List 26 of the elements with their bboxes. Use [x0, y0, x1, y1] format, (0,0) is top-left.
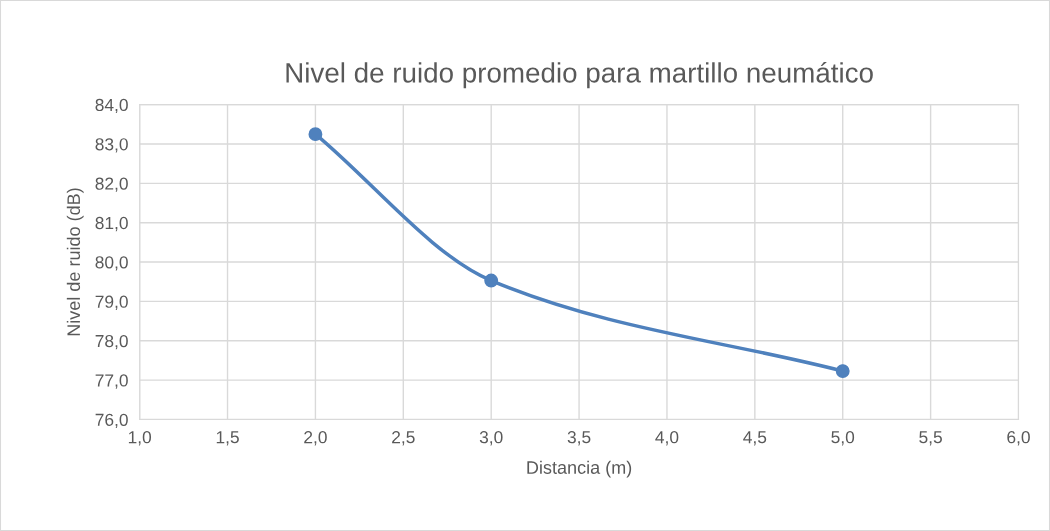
y-tick-label: 79,0 — [95, 295, 128, 310]
x-tick-label: 6,0 — [1007, 431, 1030, 446]
y-axis-title: Nivel de ruido (dB) — [66, 188, 84, 336]
y-tick-label: 81,0 — [95, 216, 128, 232]
point — [308, 127, 323, 142]
chart-title: Nivel de ruido promedio para martillo neumático — [286, 61, 873, 89]
x-tick-label: 3,0 — [479, 431, 503, 446]
x-tick-label: 2,0 — [304, 431, 327, 446]
x-tick-label: 1,0 — [128, 431, 152, 446]
y-tick-label: 80,0 — [95, 256, 128, 271]
y-tick-label: 77,0 — [95, 374, 128, 389]
x-axis-title: Distancia (m) — [527, 460, 632, 478]
x-tick-label: 1,5 — [216, 431, 239, 446]
y-tick-label: 84,0 — [95, 98, 128, 114]
x-tick-label: 4,0 — [655, 431, 679, 446]
point — [835, 364, 850, 379]
x-tick-label: 2,5 — [392, 431, 415, 446]
point — [484, 273, 499, 288]
x-tick-label: 5,5 — [919, 431, 942, 446]
y-tick-label: 82,0 — [95, 177, 128, 192]
x-tick-label: 4,5 — [743, 431, 767, 446]
y-tick-label: 78,0 — [95, 334, 128, 350]
y-tick-label: 76,0 — [95, 413, 128, 428]
x-tick-label: 3,5 — [567, 431, 591, 446]
x-tick-label: 5,0 — [831, 431, 855, 446]
y-tick-label: 83,0 — [95, 138, 128, 153]
